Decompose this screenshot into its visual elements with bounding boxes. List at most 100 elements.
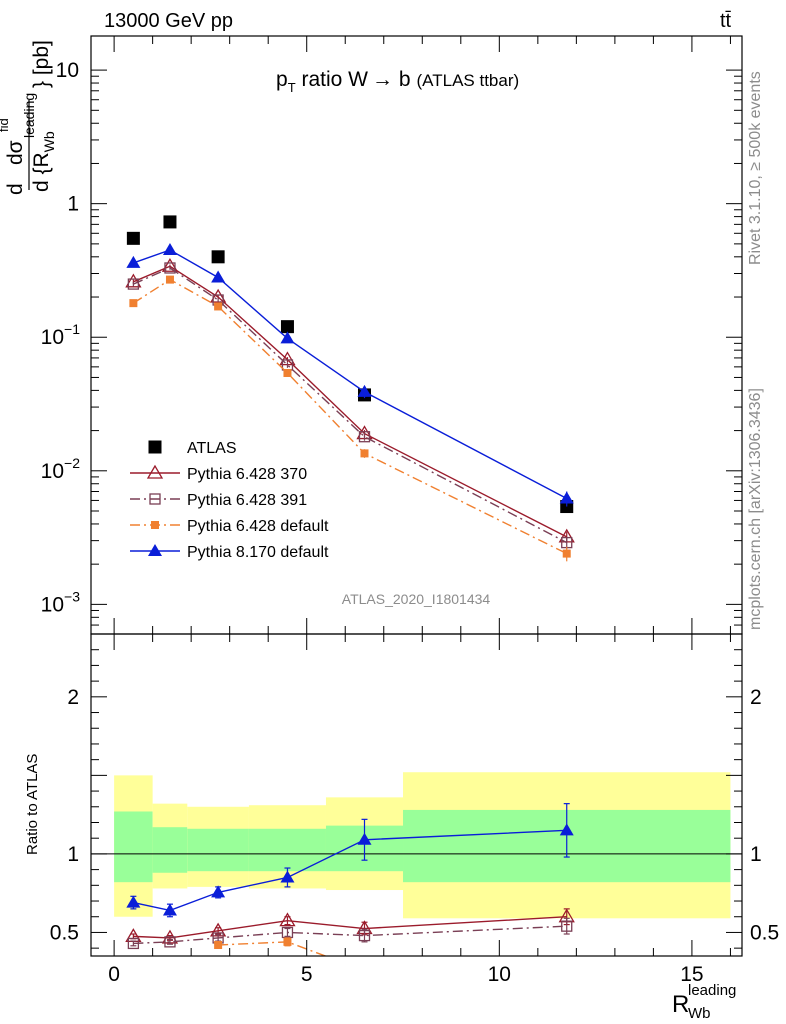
point-pdef6-2 bbox=[214, 302, 223, 311]
main-ylabel: d dσ fid d {RWb leading } [pb] bbox=[0, 40, 57, 195]
svg-text:d {RWb: d {RWb bbox=[30, 131, 57, 192]
rytick-label-right-2: 2 bbox=[750, 686, 762, 709]
xtick-label-0: 0 bbox=[108, 963, 120, 986]
svg-text:d: d bbox=[4, 183, 27, 195]
xtick-label-1: 5 bbox=[301, 963, 313, 986]
legend-marker-p370 bbox=[146, 464, 164, 479]
main-series bbox=[125, 215, 575, 562]
point-p370-1 bbox=[161, 257, 179, 272]
legend-marker-pdef6 bbox=[151, 521, 159, 529]
ytick-label-4: 10−3 bbox=[41, 588, 81, 616]
point-atlas-2 bbox=[211, 250, 225, 264]
ratio-point-p8-4 bbox=[357, 832, 372, 845]
point-p391-0 bbox=[127, 278, 140, 290]
main-title: pT ratio W → b (ATLAS ttbar) bbox=[276, 68, 519, 95]
ratio-point-p391-1 bbox=[164, 936, 176, 948]
rytick-label-right-0: 0.5 bbox=[750, 921, 779, 944]
legend-entry-p8: Pythia 8.170 default bbox=[130, 544, 329, 561]
svg-text:R: R bbox=[672, 991, 689, 1018]
ytick-label-exp-4: −3 bbox=[64, 588, 80, 604]
ytick-label-2: 10−1 bbox=[41, 321, 81, 349]
ratio-point-p8-2 bbox=[211, 885, 226, 898]
svg-text:dσ: dσ bbox=[4, 140, 27, 165]
point-p8-0 bbox=[126, 255, 141, 268]
ratio-point-p8-3 bbox=[280, 870, 295, 883]
ytick-label-base-3: 10 bbox=[41, 460, 64, 483]
svg-text:fid: fid bbox=[0, 118, 11, 132]
ratio-point-pdef6-0 bbox=[214, 941, 223, 950]
legend-label-p8: Pythia 8.170 default bbox=[187, 544, 329, 561]
legend-label-pdef6: Pythia 6.428 default bbox=[187, 518, 329, 535]
series-line-p391 bbox=[133, 267, 568, 544]
legend-entry-p391: Pythia 6.428 391 bbox=[130, 492, 307, 509]
point-p370-0 bbox=[125, 273, 142, 288]
header-left: 13000 GeV pp bbox=[104, 10, 233, 32]
legend-label-p391: Pythia 6.428 391 bbox=[187, 492, 307, 509]
ratio-series bbox=[125, 803, 575, 956]
ytick-label-1: 1 bbox=[67, 193, 79, 216]
xlabel: R Wb leading bbox=[672, 982, 736, 1022]
legend-entry-atlas: ATLAS bbox=[148, 440, 237, 457]
mcplots-label: mcplots.cern.ch [arXiv:1306.3436] bbox=[747, 388, 764, 630]
ratio-series-p391 bbox=[127, 917, 573, 950]
point-pdef6-5 bbox=[562, 549, 571, 558]
ratio-point-pdef6-1 bbox=[283, 937, 292, 946]
point-pdef6-4 bbox=[360, 449, 369, 458]
ytick-label-exp-3: −2 bbox=[64, 455, 80, 471]
ytick-label-0: 10 bbox=[56, 59, 79, 82]
point-pdef6-1 bbox=[165, 275, 174, 284]
analysis-watermark: ATLAS_2020_I1801434 bbox=[342, 591, 491, 607]
legend-label-p370: Pythia 6.428 370 bbox=[187, 466, 307, 483]
ratio-line-p370 bbox=[133, 916, 567, 939]
ratio-point-p391-5 bbox=[561, 920, 573, 932]
point-p391-1 bbox=[164, 262, 176, 274]
rytick-label-right-1: 1 bbox=[750, 843, 762, 866]
series-p8 bbox=[126, 242, 574, 507]
ratio-point-p370-3 bbox=[279, 912, 296, 927]
xtick-label-3: 15 bbox=[680, 963, 703, 986]
series-line-pdef6 bbox=[132, 278, 568, 555]
ratio-ylabel: Ratio to ATLAS bbox=[24, 754, 41, 855]
rytick-label-left-0: 0.5 bbox=[50, 921, 79, 944]
point-p8-2 bbox=[211, 270, 226, 283]
ratio-frame bbox=[90, 633, 743, 957]
legend-marker-p391 bbox=[149, 493, 161, 505]
ytick-label-base-2: 10 bbox=[41, 326, 64, 349]
legend: ATLAS Pythia 6.428 370 Pythia 6.428 391 Pyt… bbox=[130, 440, 329, 561]
point-atlas-0 bbox=[126, 231, 140, 245]
rivet-label: Rivet 3.1.10, ≥ 500k events bbox=[747, 71, 764, 265]
point-pdef6-0 bbox=[129, 299, 138, 308]
point-atlas-3 bbox=[280, 320, 294, 334]
ratio-series-pdef6 bbox=[214, 937, 328, 956]
ratio-point-p8-5 bbox=[559, 823, 574, 836]
xtick-label-2: 10 bbox=[488, 963, 511, 986]
point-pdef6-3 bbox=[283, 368, 292, 377]
point-p8-1 bbox=[162, 242, 177, 255]
series-pdef6 bbox=[129, 275, 571, 562]
legend-marker-atlas bbox=[148, 440, 162, 454]
legend-entry-pdef6: Pythia 6.428 default bbox=[130, 518, 329, 535]
legend-marker-p8 bbox=[148, 544, 162, 556]
header-right: tt̄ bbox=[720, 10, 732, 32]
ratio-line-p391 bbox=[133, 925, 567, 945]
ytick-label-base-4: 10 bbox=[41, 593, 64, 616]
band-green-1 bbox=[152, 827, 188, 873]
svg-text:leading: leading bbox=[21, 93, 37, 138]
ratio-point-p8-1 bbox=[162, 903, 177, 916]
point-p8-5 bbox=[559, 491, 574, 504]
ratio-panel: 0 5 10 15 0.5 0.5 1 1 2 2 bbox=[50, 633, 779, 986]
point-p8-3 bbox=[280, 331, 295, 344]
ratio-point-p391-4 bbox=[358, 929, 371, 942]
svg-text:leading: leading bbox=[688, 982, 736, 999]
ratio-line-p8 bbox=[133, 829, 567, 912]
ytick-label-3: 10−2 bbox=[41, 455, 81, 483]
svg-text:Wb: Wb bbox=[688, 1005, 711, 1022]
ratio-series-p8 bbox=[126, 803, 574, 918]
ratio-point-p391-0 bbox=[127, 937, 140, 950]
point-p8-4 bbox=[357, 384, 372, 397]
point-p391-4 bbox=[358, 431, 371, 443]
rytick-label-left-2: 2 bbox=[67, 686, 79, 709]
rytick-label-left-1: 1 bbox=[67, 843, 79, 866]
